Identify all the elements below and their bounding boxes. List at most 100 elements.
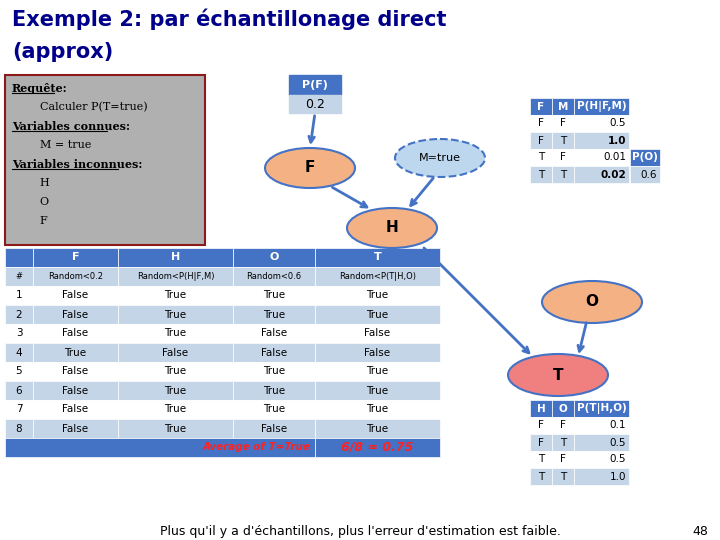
Text: 8: 8 xyxy=(16,423,22,434)
FancyBboxPatch shape xyxy=(118,267,233,286)
Text: 2: 2 xyxy=(16,309,22,320)
FancyBboxPatch shape xyxy=(552,98,574,115)
FancyBboxPatch shape xyxy=(530,400,552,417)
FancyBboxPatch shape xyxy=(5,75,205,245)
FancyBboxPatch shape xyxy=(33,381,118,400)
Text: False: False xyxy=(364,328,390,339)
FancyBboxPatch shape xyxy=(118,286,233,305)
Text: True: True xyxy=(164,328,186,339)
Text: M=true: M=true xyxy=(419,153,461,163)
FancyBboxPatch shape xyxy=(233,248,315,267)
FancyBboxPatch shape xyxy=(5,286,33,305)
FancyBboxPatch shape xyxy=(530,115,552,132)
FancyBboxPatch shape xyxy=(552,166,574,183)
Text: T: T xyxy=(374,253,382,262)
FancyBboxPatch shape xyxy=(552,468,574,485)
Text: False: False xyxy=(63,423,89,434)
FancyBboxPatch shape xyxy=(233,343,315,362)
Ellipse shape xyxy=(395,139,485,177)
FancyBboxPatch shape xyxy=(552,115,574,132)
Text: True: True xyxy=(164,309,186,320)
Text: F: F xyxy=(560,455,566,464)
Text: T: T xyxy=(538,455,544,464)
Text: 0.1: 0.1 xyxy=(610,421,626,430)
Ellipse shape xyxy=(508,354,608,396)
FancyBboxPatch shape xyxy=(118,248,233,267)
Ellipse shape xyxy=(542,281,642,323)
Text: True: True xyxy=(263,367,285,376)
Text: Variables connues:: Variables connues: xyxy=(12,121,130,132)
Text: F: F xyxy=(537,102,544,111)
FancyBboxPatch shape xyxy=(5,248,33,267)
Text: True: True xyxy=(366,386,389,395)
Text: True: True xyxy=(366,423,389,434)
FancyBboxPatch shape xyxy=(233,305,315,324)
Text: 0.2: 0.2 xyxy=(305,98,325,111)
Text: Calculer P(T=true): Calculer P(T=true) xyxy=(12,102,148,112)
Text: F: F xyxy=(538,437,544,448)
Text: False: False xyxy=(63,328,89,339)
FancyBboxPatch shape xyxy=(118,362,233,381)
FancyBboxPatch shape xyxy=(233,400,315,419)
Text: True: True xyxy=(263,386,285,395)
Text: True: True xyxy=(366,291,389,300)
Text: False: False xyxy=(163,348,189,357)
FancyBboxPatch shape xyxy=(315,438,440,457)
Text: F: F xyxy=(12,216,48,226)
Text: O: O xyxy=(269,253,279,262)
FancyBboxPatch shape xyxy=(574,132,629,149)
Text: 5: 5 xyxy=(16,367,22,376)
Text: True: True xyxy=(366,367,389,376)
FancyBboxPatch shape xyxy=(5,419,33,438)
Text: P(T|H,O): P(T|H,O) xyxy=(577,403,626,414)
Text: True: True xyxy=(164,404,186,415)
FancyBboxPatch shape xyxy=(233,324,315,343)
FancyBboxPatch shape xyxy=(315,267,440,286)
Text: 48: 48 xyxy=(692,525,708,538)
Text: False: False xyxy=(261,423,287,434)
FancyBboxPatch shape xyxy=(574,115,629,132)
Text: Average of T=True: Average of T=True xyxy=(203,442,311,453)
FancyBboxPatch shape xyxy=(530,98,552,115)
FancyBboxPatch shape xyxy=(630,166,660,183)
FancyBboxPatch shape xyxy=(118,305,233,324)
Text: F: F xyxy=(305,160,315,176)
FancyBboxPatch shape xyxy=(5,400,33,419)
Text: 0.02: 0.02 xyxy=(600,170,626,179)
FancyBboxPatch shape xyxy=(530,434,552,451)
FancyBboxPatch shape xyxy=(233,286,315,305)
Text: 6: 6 xyxy=(16,386,22,395)
FancyBboxPatch shape xyxy=(233,419,315,438)
Text: (approx): (approx) xyxy=(12,42,113,62)
Text: 7: 7 xyxy=(16,404,22,415)
Text: True: True xyxy=(366,309,389,320)
FancyBboxPatch shape xyxy=(5,362,33,381)
FancyBboxPatch shape xyxy=(118,324,233,343)
FancyBboxPatch shape xyxy=(552,149,574,166)
FancyBboxPatch shape xyxy=(33,286,118,305)
Text: False: False xyxy=(63,309,89,320)
FancyBboxPatch shape xyxy=(574,98,629,115)
Text: Exemple 2: par échantillonage direct: Exemple 2: par échantillonage direct xyxy=(12,8,446,30)
Text: T: T xyxy=(538,170,544,179)
FancyBboxPatch shape xyxy=(315,286,440,305)
Text: H: H xyxy=(171,253,180,262)
FancyBboxPatch shape xyxy=(289,75,341,95)
Text: 3: 3 xyxy=(16,328,22,339)
Text: P(H|F,M): P(H|F,M) xyxy=(577,101,626,112)
Text: H: H xyxy=(536,403,545,414)
Text: H: H xyxy=(12,178,50,188)
FancyBboxPatch shape xyxy=(574,149,629,166)
FancyBboxPatch shape xyxy=(315,305,440,324)
FancyBboxPatch shape xyxy=(574,468,629,485)
Text: False: False xyxy=(63,404,89,415)
FancyBboxPatch shape xyxy=(5,267,33,286)
Text: 4: 4 xyxy=(16,348,22,357)
FancyBboxPatch shape xyxy=(530,417,552,434)
Text: 0.6: 0.6 xyxy=(641,170,657,179)
Text: T: T xyxy=(560,170,566,179)
Text: False: False xyxy=(63,367,89,376)
Text: False: False xyxy=(364,348,390,357)
Text: 1.0: 1.0 xyxy=(610,471,626,482)
Text: 6/8 = 0.75: 6/8 = 0.75 xyxy=(341,441,414,454)
